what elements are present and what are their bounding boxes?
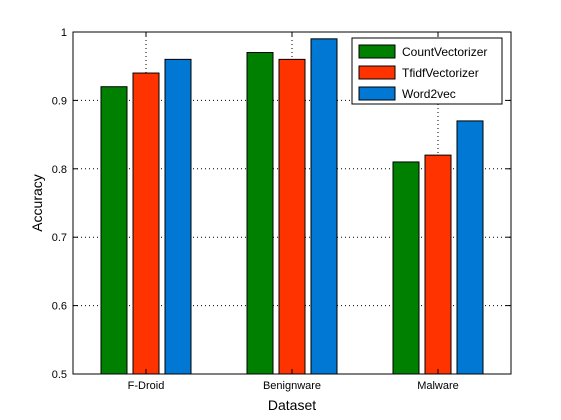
bar-tfidfvectorizer-malware	[424, 154, 452, 375]
bar-countvectorizer-f-droid	[100, 86, 128, 375]
y-tick-label: 0.7	[52, 232, 67, 244]
x-tick-label: Malware	[417, 380, 459, 392]
bars	[100, 38, 484, 375]
bar-word2vec-malware	[456, 120, 484, 375]
y-tick-label: 0.6	[52, 301, 67, 313]
y-tick-label: 0.8	[52, 164, 67, 176]
legend-swatch	[358, 44, 396, 59]
x-axis-ticks: F-Droid Benignware Malware	[128, 32, 459, 392]
bar-tfidfvectorizer-f-droid	[132, 72, 160, 375]
y-axis-label: Accuracy	[29, 174, 45, 232]
legend-label: TfidfVectorizer	[402, 66, 479, 80]
y-tick-label: 1	[61, 27, 67, 39]
x-tick-label: F-Droid	[128, 380, 165, 392]
x-axis-label: Dataset	[268, 397, 316, 413]
bar-word2vec-benignware	[310, 38, 338, 375]
x-tick-label: Benignware	[263, 380, 321, 392]
y-tick-label: 0.9	[52, 95, 67, 107]
bar-tfidfvectorizer-benignware	[278, 58, 306, 375]
y-axis-ticks: 0.5 0.6 0.7 0.8 0.9 1	[52, 27, 511, 381]
bar-word2vec-f-droid	[164, 58, 192, 375]
bar-countvectorizer-benignware	[246, 52, 274, 375]
y-tick-label: 0.5	[52, 369, 67, 381]
legend: CountVectorizer TfidfVectorizer Word2vec	[351, 37, 503, 105]
legend-label: CountVectorizer	[402, 45, 487, 59]
legend-swatch	[358, 86, 396, 101]
legend-swatch	[358, 65, 396, 80]
legend-label: Word2vec	[402, 87, 456, 101]
bar-countvectorizer-malware	[392, 161, 420, 375]
